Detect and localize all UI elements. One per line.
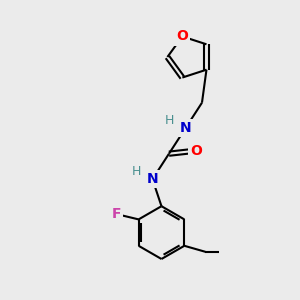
Text: N: N [180, 121, 191, 135]
Text: H: H [132, 165, 142, 178]
Text: F: F [111, 207, 121, 221]
Text: H: H [165, 114, 175, 127]
Text: N: N [147, 172, 158, 186]
Text: O: O [190, 144, 202, 158]
Text: O: O [176, 29, 188, 44]
